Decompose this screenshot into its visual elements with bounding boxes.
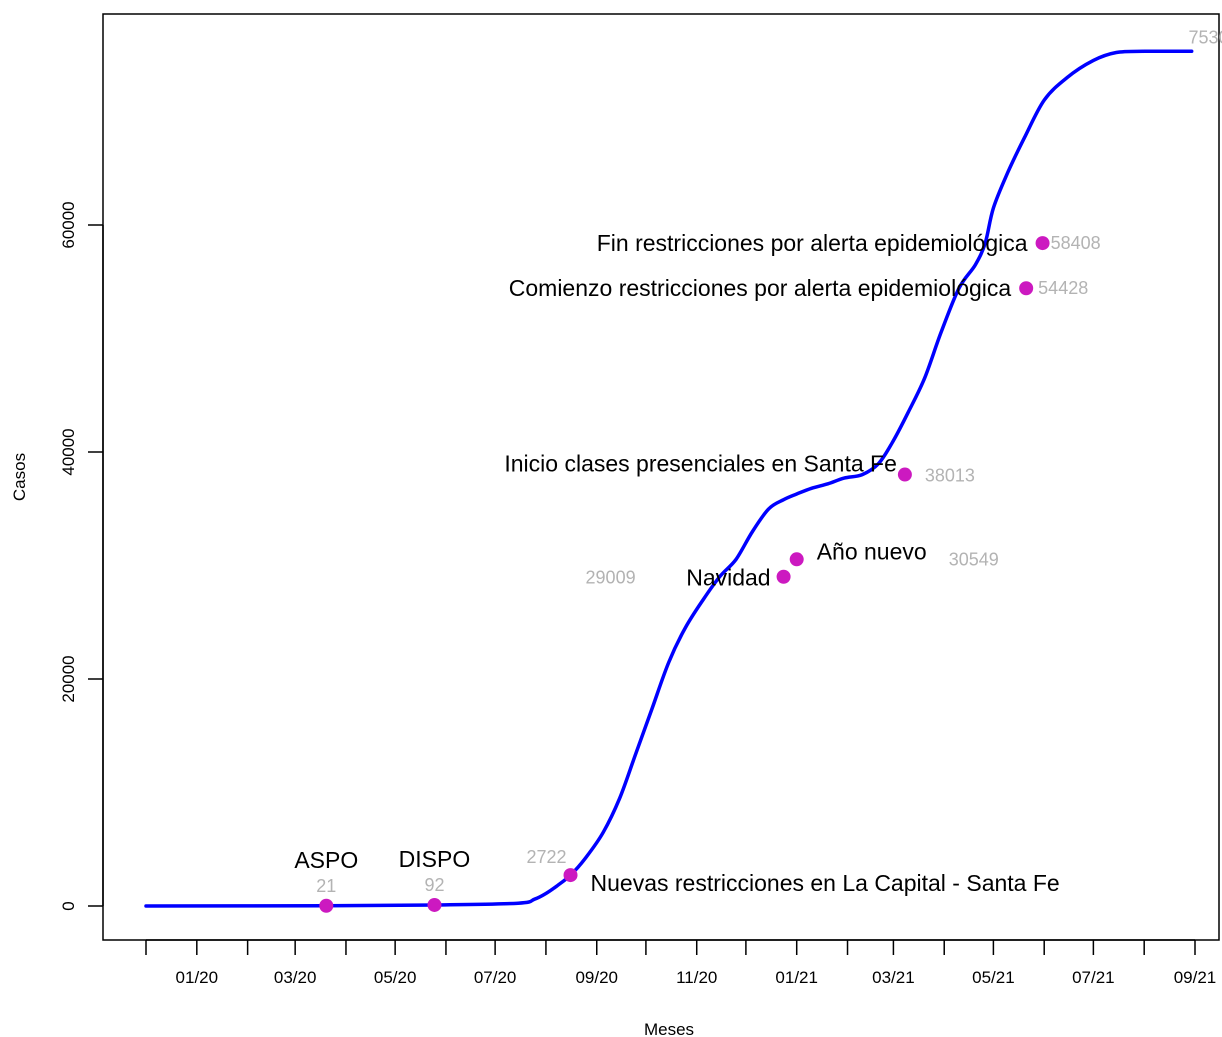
x-tick-label: 01/20	[176, 968, 219, 987]
x-tick-label: 01/21	[775, 968, 818, 987]
value-label: 92	[424, 875, 444, 895]
event-label: Comienzo restricciones por alerta epidem…	[509, 275, 1012, 301]
plot-frame	[102, 13, 1220, 941]
event-point	[776, 569, 791, 584]
x-tick-label: 09/20	[575, 968, 618, 987]
value-label: 21	[316, 876, 336, 896]
y-tick-label: 0	[59, 901, 78, 910]
y-axis-title: Casos	[10, 453, 29, 501]
event-label: Año nuevo	[817, 538, 927, 564]
x-tick-label: 11/20	[676, 968, 717, 987]
value-label: 75306	[1188, 27, 1222, 47]
event-label: Fin restricciones por alerta epidemiológ…	[597, 230, 1028, 256]
x-tick-label: 07/21	[1072, 968, 1115, 987]
point-labels: ASPO 21 DISPO 92 Nuevas restricciones en La …	[294, 27, 1222, 896]
x-axis-title: Meses	[644, 1020, 694, 1037]
value-label: 38013	[925, 466, 975, 486]
value-label: 29009	[586, 568, 636, 588]
y-tick-label: 40000	[59, 428, 78, 475]
event-points	[319, 236, 1050, 913]
event-label: Inicio clases presenciales en Santa Fe	[504, 451, 897, 477]
y-tick-label: 60000	[59, 201, 78, 248]
event-point	[427, 897, 442, 912]
x-tick-label: 03/21	[872, 968, 915, 987]
event-label: ASPO	[294, 847, 358, 873]
x-axis: 01/20 03/20 05/20 07/20 09/20 11/20 01/21 03/21…	[145, 939, 1217, 987]
value-label: 54428	[1038, 278, 1088, 298]
value-label: 2722	[526, 847, 566, 867]
event-point	[897, 467, 912, 482]
event-point	[319, 898, 334, 913]
value-label: 30549	[949, 549, 999, 569]
x-tick-label: 05/20	[374, 968, 417, 987]
x-tick-label: 05/21	[972, 968, 1015, 987]
event-point	[563, 868, 578, 883]
event-label: Navidad	[686, 565, 770, 591]
y-tick-label: 20000	[59, 655, 78, 702]
event-label: Nuevas restricciones en La Capital - San…	[591, 870, 1060, 896]
event-point	[1019, 281, 1034, 296]
event-point	[789, 552, 804, 567]
value-label: 58408	[1051, 233, 1101, 253]
x-tick-label: 07/20	[474, 968, 517, 987]
event-label: DISPO	[399, 846, 471, 872]
x-tick-label: 03/20	[274, 968, 317, 987]
event-point	[1035, 236, 1050, 251]
y-axis: 0 20000 40000 60000	[59, 201, 104, 911]
x-tick-label: 09/21	[1174, 968, 1217, 987]
series-line-cases	[144, 49, 1194, 908]
